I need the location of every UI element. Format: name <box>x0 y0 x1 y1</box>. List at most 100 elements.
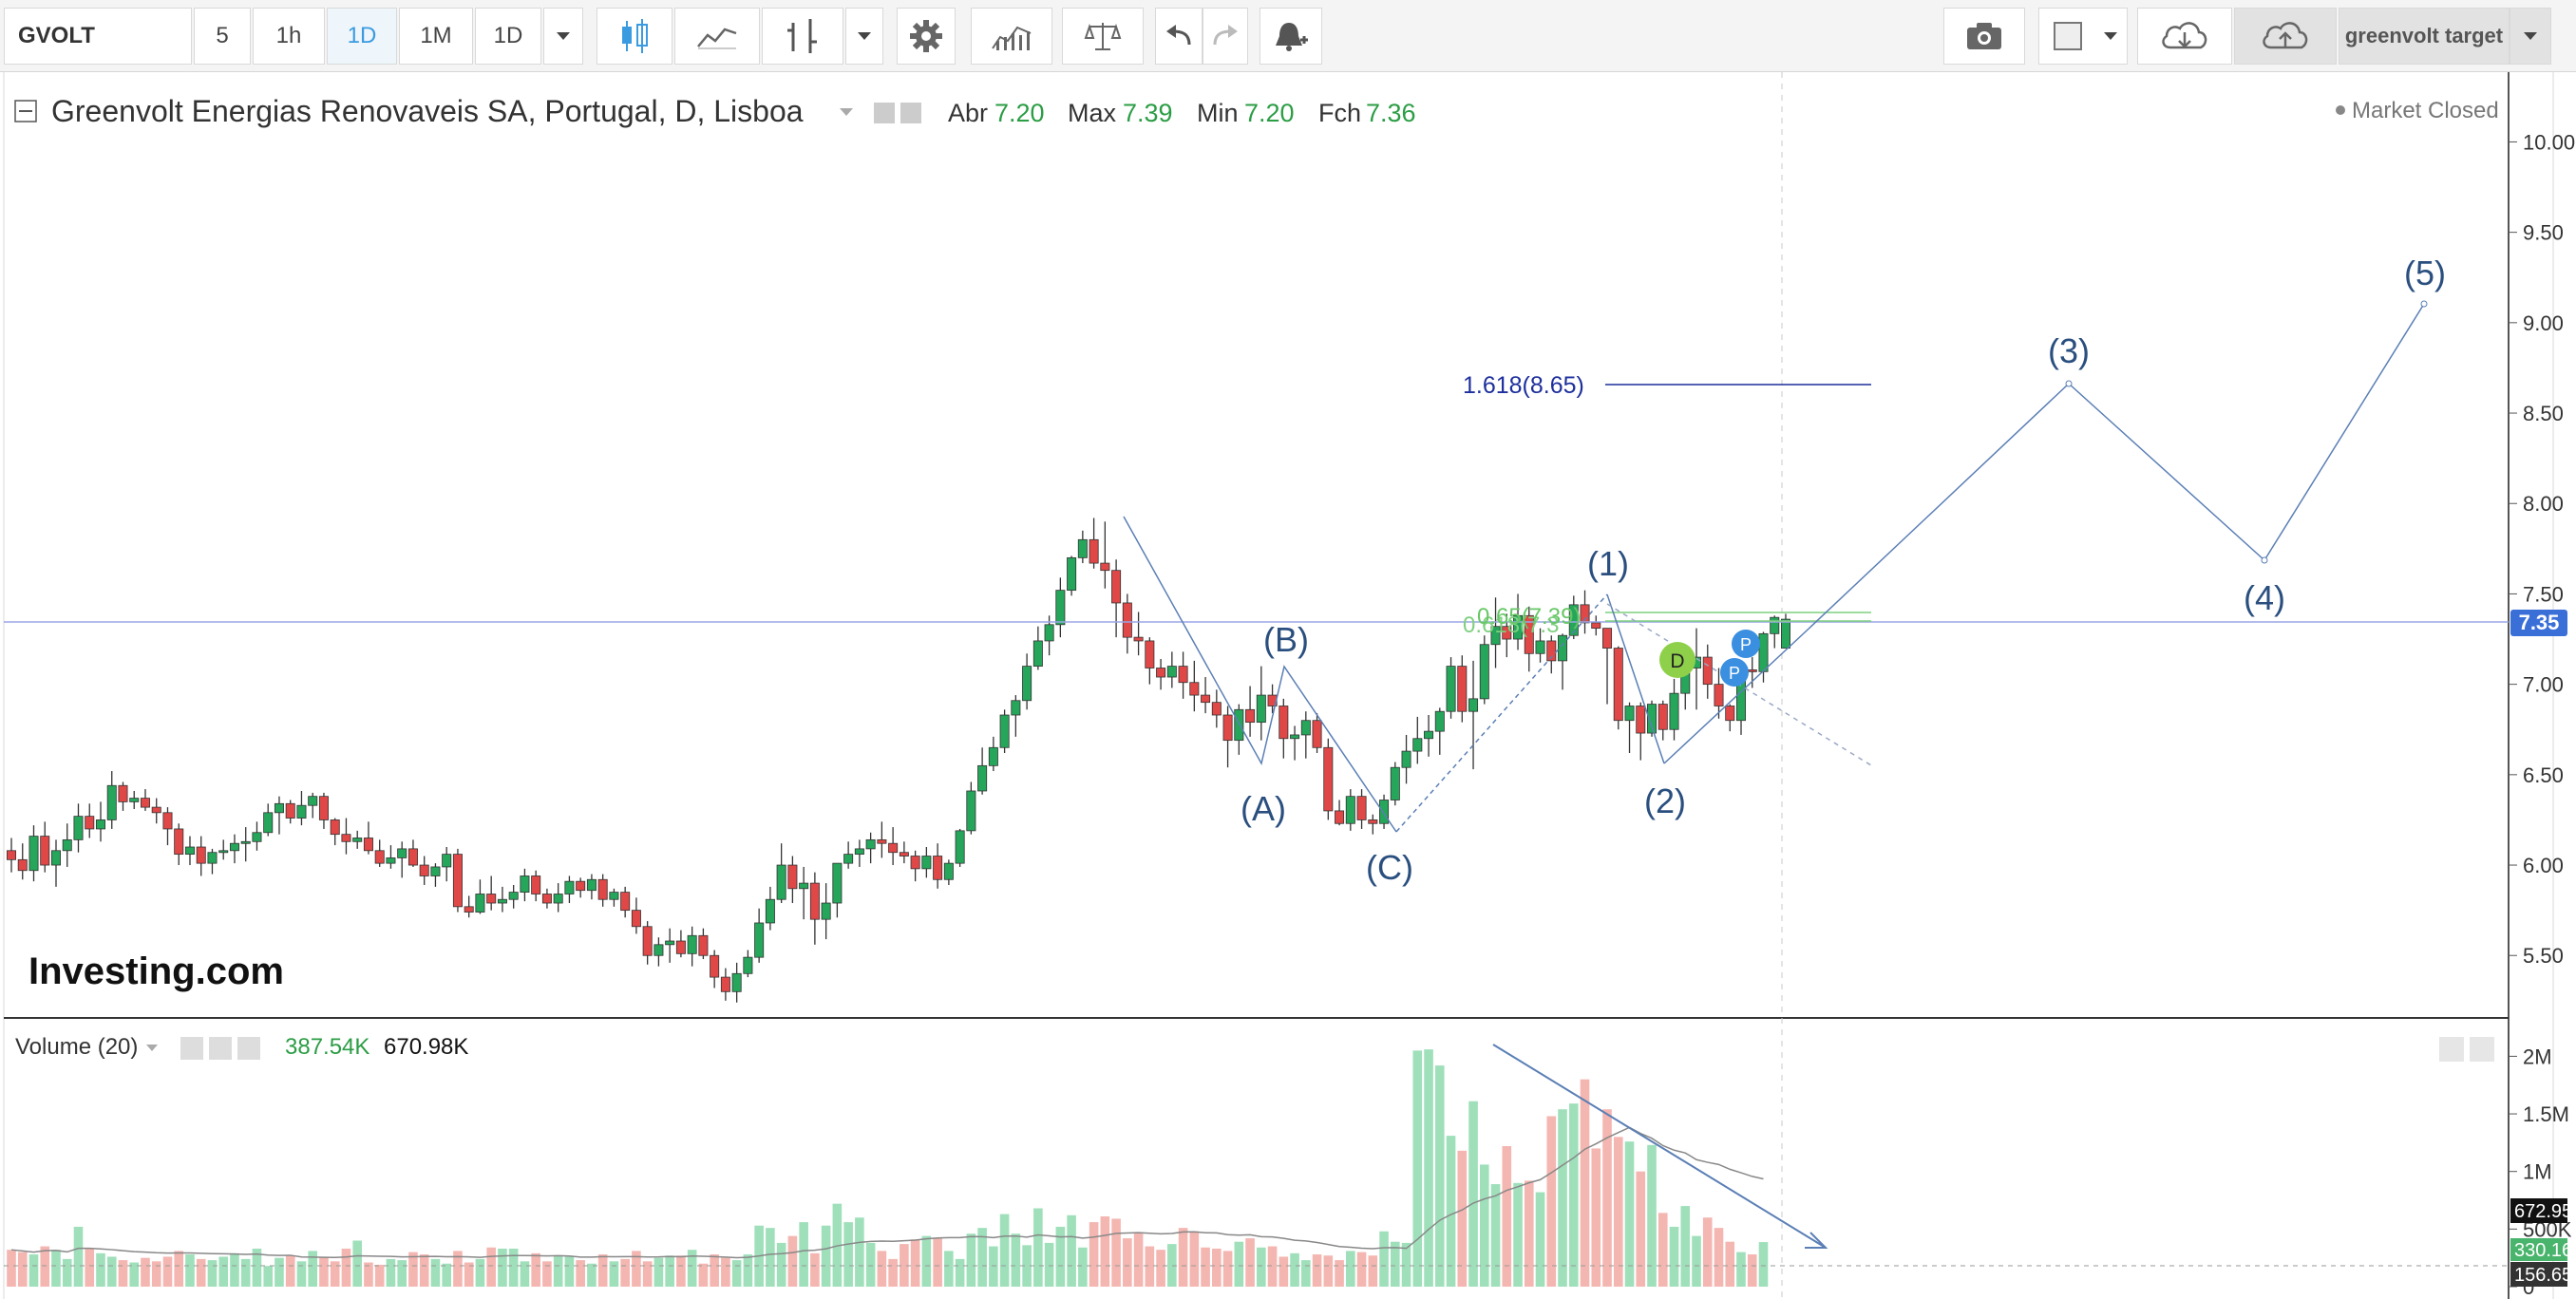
save-chart-button[interactable] <box>2234 8 2337 65</box>
wave-3-point[interactable] <box>2065 380 2073 387</box>
collapse-legend-button[interactable] <box>14 100 37 122</box>
candles-style-button[interactable] <box>597 8 672 65</box>
candle <box>151 798 161 824</box>
candle <box>1479 635 1489 705</box>
chevron-down-icon[interactable] <box>146 1045 158 1051</box>
pane-collapse-button[interactable] <box>2470 1037 2494 1062</box>
wave-label-c[interactable]: (C) <box>1366 848 1413 887</box>
compare-button[interactable] <box>971 8 1052 65</box>
candle <box>274 796 284 835</box>
interval-1m-button[interactable]: 1M <box>399 8 473 65</box>
indicator-icon <box>787 19 817 53</box>
gear-icon[interactable] <box>900 103 921 123</box>
indicators-dropdown[interactable] <box>845 8 883 65</box>
layout-name-button[interactable]: greenvolt target <box>2339 8 2510 65</box>
visibility-icon[interactable] <box>874 103 895 123</box>
layout-name-dropdown[interactable] <box>2510 8 2551 65</box>
settings-button[interactable] <box>897 8 956 65</box>
symbol-search-input[interactable]: GVOLT <box>4 8 192 65</box>
price-badge-bg <box>2510 610 2567 636</box>
candle-body <box>597 878 608 900</box>
volume-bar <box>1301 1260 1311 1287</box>
layout-dropdown[interactable] <box>2093 8 2128 65</box>
wave-label-4[interactable]: (4) <box>2244 578 2285 617</box>
volume-title[interactable]: Volume (20) <box>15 1034 138 1060</box>
volume-bar <box>698 1263 709 1287</box>
volume-bar <box>319 1256 329 1287</box>
interval-dropdown[interactable] <box>543 8 583 65</box>
candle <box>576 877 586 898</box>
chevron-down-icon[interactable] <box>840 108 853 116</box>
balance-button[interactable] <box>1062 8 1144 65</box>
candle-body <box>397 848 407 858</box>
redo-button[interactable] <box>1203 8 1248 65</box>
candle <box>1356 789 1367 829</box>
volume-trend-line[interactable] <box>1492 1044 1827 1249</box>
wave-5-point[interactable] <box>2420 300 2428 308</box>
settings-icon <box>910 20 942 52</box>
load-chart-button[interactable] <box>2137 8 2232 65</box>
abc-correction-path[interactable] <box>1123 516 1397 833</box>
candle-body <box>442 854 452 868</box>
chevron-down-icon <box>858 32 871 40</box>
chevron-down-icon <box>2524 32 2537 40</box>
candle <box>430 863 441 887</box>
candle-body <box>508 892 519 900</box>
volume-bar <box>408 1252 418 1287</box>
volume-bar <box>1580 1079 1590 1287</box>
volume-bar <box>430 1258 441 1287</box>
candle <box>1323 738 1334 820</box>
volume-bar <box>1647 1144 1657 1287</box>
earnings-marker[interactable]: P <box>1720 658 1749 687</box>
interval-1h-button[interactable]: 1h <box>253 8 325 65</box>
wave-2-path[interactable] <box>1606 593 1665 764</box>
candle-body <box>1636 706 1646 734</box>
layout-name-label: greenvolt target <box>2344 24 2504 47</box>
volume-bar <box>1044 1242 1054 1287</box>
add-alert-button[interactable] <box>1260 8 1322 65</box>
earnings-marker[interactable]: P <box>1732 630 1760 658</box>
wave-1-dashed-path[interactable] <box>1395 593 1608 833</box>
volume-bar <box>196 1258 206 1287</box>
candle-body <box>888 842 899 854</box>
volume-bar <box>1535 1192 1545 1287</box>
fib-level-0618-label: 0.618(7.3 <box>1463 612 1559 638</box>
candle <box>218 839 229 860</box>
line-chart-button[interactable] <box>674 8 760 65</box>
candle-body <box>1647 704 1657 734</box>
candles-icon <box>622 19 648 53</box>
pane-up-button[interactable] <box>2439 1037 2464 1062</box>
wave-4-point[interactable] <box>2261 556 2268 564</box>
dividend-marker[interactable]: D <box>1659 642 1695 678</box>
candle-body <box>106 784 117 820</box>
volume-bar <box>865 1242 876 1287</box>
candle-body <box>1222 714 1233 742</box>
candle <box>1468 660 1479 770</box>
interval-5-button[interactable]: 5 <box>194 8 251 65</box>
instrument-title[interactable]: Greenvolt Energias Renovaveis SA, Portug… <box>51 94 804 128</box>
chart-area[interactable]: 10.00 9.50 9.00 8.50 8.00 7.50 7.00 6.50 6.00 5.5… <box>0 72 2576 1299</box>
indicators-button[interactable] <box>762 8 843 65</box>
candle <box>1524 606 1534 672</box>
wave-label-3[interactable]: (3) <box>2048 331 2090 370</box>
interval-1d-button[interactable]: 1D <box>327 8 397 65</box>
wave-label-b[interactable]: (B) <box>1263 620 1309 659</box>
undo-button[interactable] <box>1155 8 1203 65</box>
candle <box>854 839 864 867</box>
volume-bar <box>810 1252 820 1287</box>
snapshot-button[interactable] <box>1943 8 2025 65</box>
wave-label-2[interactable]: (2) <box>1644 781 1686 820</box>
gear-icon[interactable] <box>209 1037 232 1060</box>
volume-bar <box>609 1261 619 1287</box>
interval-custom-button[interactable]: 1D <box>475 8 541 65</box>
wave-label-a[interactable]: (A) <box>1241 789 1286 828</box>
wave-label-5[interactable]: (5) <box>2404 254 2446 292</box>
candle <box>407 839 418 867</box>
wave-label-1[interactable]: (1) <box>1587 544 1629 583</box>
volume-bar <box>352 1240 363 1287</box>
candle <box>977 747 988 795</box>
volume-bar <box>1446 1136 1456 1287</box>
close-icon[interactable] <box>237 1037 260 1060</box>
visibility-icon[interactable] <box>180 1037 203 1060</box>
candle-body <box>118 784 128 802</box>
